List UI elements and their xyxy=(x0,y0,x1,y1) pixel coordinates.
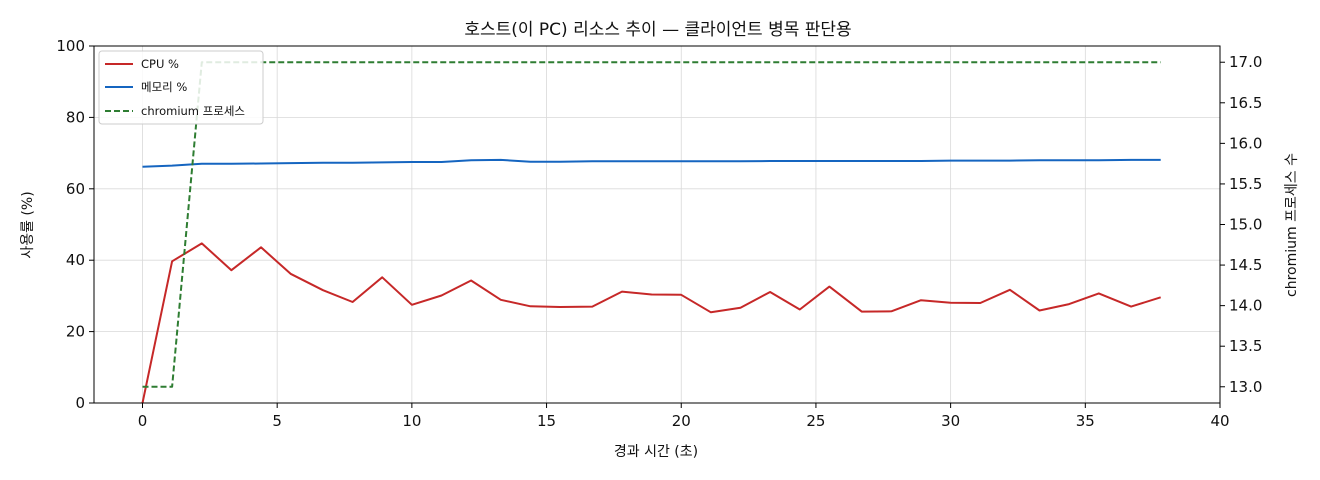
y-right-tick-label: 13.5 xyxy=(1229,337,1262,355)
x-tick-label: 25 xyxy=(806,412,825,430)
y-right-tick-label: 16.0 xyxy=(1229,134,1262,152)
y-axis-right-label: chromium 프로세스 수 xyxy=(1284,153,1300,297)
y-right-tick-label: 15.0 xyxy=(1229,216,1262,234)
x-axis: 0 5 10 15 20 25 30 35 40 xyxy=(138,403,1230,430)
series-lines xyxy=(141,61,1161,404)
series-line-2 xyxy=(142,61,1161,388)
y-right-tick-label: 13.0 xyxy=(1229,378,1262,396)
x-tick-label: 0 xyxy=(138,412,148,430)
legend-label-cpu: CPU % xyxy=(141,57,179,71)
y-tick-label: 100 xyxy=(56,37,85,55)
x-tick-label: 5 xyxy=(272,412,282,430)
x-tick-label: 15 xyxy=(537,412,556,430)
series-line-0 xyxy=(141,242,1161,404)
y-right-tick-label: 14.0 xyxy=(1229,297,1262,315)
legend: CPU % 메모리 % chromium 프로세스 xyxy=(98,50,264,125)
chart-title: 호스트(이 PC) 리소스 추이 — 클라이언트 병목 판단용 xyxy=(464,20,851,40)
y-right-tick-label: 17.0 xyxy=(1229,53,1262,71)
y-axis-left: 0 20 40 60 80 100 xyxy=(56,37,94,412)
x-axis-label: 경과 시간 (초) xyxy=(614,444,698,460)
y-axis-label: 사용률 (%) xyxy=(20,191,36,258)
x-tick-label: 20 xyxy=(672,412,691,430)
y-tick-label: 40 xyxy=(66,251,85,269)
legend-box xyxy=(98,50,264,125)
x-tick-label: 40 xyxy=(1210,412,1229,430)
series-line-1 xyxy=(142,158,1161,168)
x-tick-label: 10 xyxy=(402,412,421,430)
y-axis-right: 13.0 13.5 14.0 14.5 15.0 15.5 16.0 16.5 17.0 xyxy=(1220,53,1262,396)
y-tick-label: 0 xyxy=(75,394,85,412)
y-tick-label: 20 xyxy=(66,323,85,341)
x-tick-label: 35 xyxy=(1076,412,1095,430)
y-right-tick-label: 16.5 xyxy=(1229,94,1262,112)
y-tick-label: 80 xyxy=(66,108,85,126)
y-right-tick-label: 15.5 xyxy=(1229,175,1262,193)
legend-label-chromium: chromium 프로세스 xyxy=(141,104,245,118)
legend-label-memory: 메모리 % xyxy=(141,80,187,94)
y-right-tick-label: 14.5 xyxy=(1229,256,1262,274)
x-tick-label: 30 xyxy=(941,412,960,430)
y-tick-label: 60 xyxy=(66,180,85,198)
